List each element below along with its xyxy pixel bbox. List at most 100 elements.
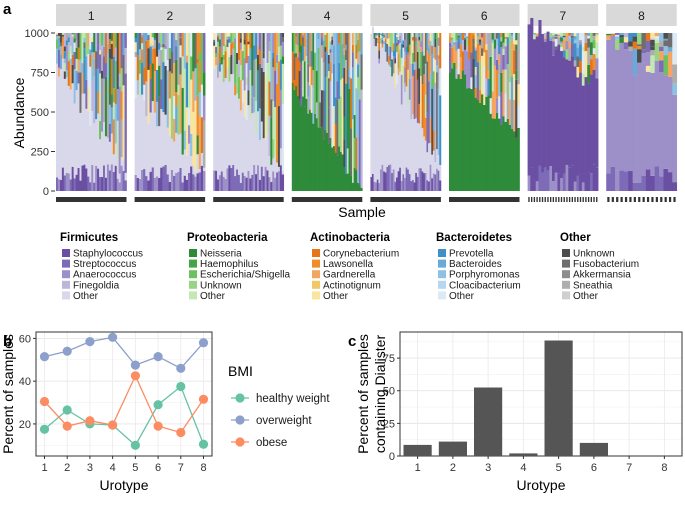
y-tick-label: 1000 [25,28,49,40]
bar-segment [376,33,379,36]
bar-segment [257,33,260,46]
bar-segment [515,40,518,45]
bar-segment [103,33,106,47]
bar-segment [104,136,108,178]
bar-segment [138,73,142,98]
bar-segment [483,92,486,105]
bar-segment [573,181,577,191]
bar-segment [404,39,406,52]
bar-segment [570,43,575,57]
bar-segment [234,84,237,96]
bar-segment [302,37,305,44]
bar-segment [194,100,197,172]
bar-segment [436,65,439,73]
bar-segment [170,33,174,52]
bar-segment [149,78,153,113]
bar-segment [672,64,678,84]
bar-segment [397,68,400,76]
facet-label: 3 [245,9,252,23]
bar-segment [99,139,102,177]
bar-segment [592,69,596,165]
bar-segment [632,182,638,191]
bar-segment [468,33,471,60]
bar-segment [158,33,161,43]
x-tick-label: 5 [556,462,562,474]
bar-segment [228,81,231,166]
sample-bars [606,33,678,191]
bar-segment [170,51,174,74]
bar-segment [378,37,381,41]
bar-segment [302,60,305,97]
bar-segment [63,175,67,191]
bar-segment [483,66,486,93]
legend-entry: Unknown [200,280,242,291]
bar-segment [321,90,324,127]
bar-segment [428,53,431,82]
bar-segment [228,39,231,43]
bar-segment [196,95,200,136]
bar-segment [73,69,76,104]
bar-segment [230,43,233,55]
bar-segment [565,33,569,41]
bar-segment [399,35,402,39]
bar-segment [122,33,125,55]
y-tick-label: 0 [389,451,395,463]
bar-segment [573,66,577,182]
bar-segment [326,132,329,191]
bar-segment [145,33,148,41]
bar-segment [63,63,67,72]
bar-segment [243,116,246,176]
bar-segment [404,60,406,68]
bar-segment [579,61,583,73]
bar-segment [234,95,237,177]
bar-segment [106,80,110,138]
bar-segment [155,101,159,127]
bar-segment [378,50,381,59]
bar-segment [389,61,392,67]
bar-segment [179,45,182,58]
bar-segment [108,39,112,49]
bar-segment [637,182,642,191]
bar-segment [428,143,431,182]
facet-panel-3: 3 [213,4,285,202]
bar-segment [650,38,656,40]
bar-segment [432,33,435,59]
bar-segment [147,48,150,70]
bar-segment [466,51,469,68]
bar-segment [141,34,144,37]
bar-segment [510,34,514,36]
bar-segment [153,112,157,178]
bar-segment [380,47,382,170]
bar-segment [312,123,315,191]
bar-segment [200,33,204,85]
bar-segment [650,39,656,47]
sample-tick [530,197,533,202]
bar-segment [198,172,202,191]
bar-segment [568,33,572,36]
data-point [176,427,186,438]
bar-segment [77,47,80,60]
legend-swatch [562,291,570,300]
bar-segment [485,33,488,45]
bar-segment [253,33,256,46]
bar-segment [570,38,575,44]
bar-segment [118,33,121,74]
y-tick-label: 50 [383,386,395,398]
bar-segment [474,87,478,98]
legend-swatch [62,270,70,279]
bar-segment [343,139,346,167]
bar-segment [196,154,200,174]
bar-segment [632,75,638,183]
bar-segment [436,45,439,66]
bar-segment [272,171,275,191]
bar-segment [63,51,67,59]
bar-segment [103,56,106,79]
legend-marker [235,437,245,447]
bar-segment [91,81,94,112]
data-point [198,394,209,404]
bar-segment [234,33,237,39]
bar-segment [89,125,92,183]
bar-segment [351,44,355,53]
bar-segment [243,90,246,117]
bar-segment [202,33,206,73]
